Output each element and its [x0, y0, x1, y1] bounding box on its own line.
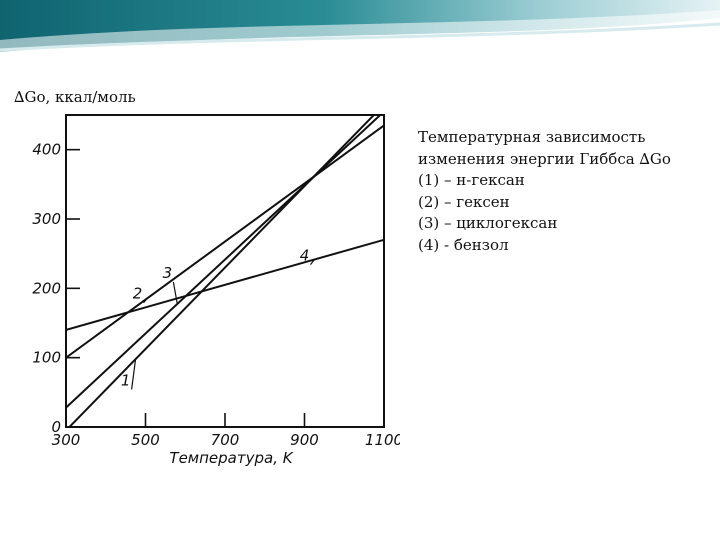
- x-tick-label: 700: [211, 431, 240, 449]
- series-leader-4: [310, 259, 315, 265]
- x-tick-label: 900: [290, 431, 319, 449]
- caption-line: (4) - бензол: [418, 235, 509, 254]
- x-axis-title: Температура, K: [169, 449, 293, 467]
- series-leader-1: [131, 359, 137, 390]
- series-label-2: 2: [133, 285, 143, 303]
- series-line-1: [68, 115, 376, 427]
- x-tick-label: 1100: [365, 431, 400, 449]
- series-label-4: 4: [300, 247, 310, 265]
- series-line-2: [66, 124, 384, 359]
- caption-line: (3) – циклогексан: [418, 214, 558, 232]
- gibbs-energy-chart: 0 100 200 300 400 300 500 700 900 1100 1 2 3 4 Темпе…: [32, 114, 400, 467]
- y-tick-label: 100: [32, 349, 61, 367]
- caption-line: (1) – н-гексан: [418, 171, 525, 189]
- series-line-3: [66, 115, 382, 409]
- chart-caption: Температурная зависимость изменения энер…: [418, 127, 671, 256]
- x-tick-label: 500: [131, 431, 160, 449]
- y-axis-title: ∆Gо, ккал/моль: [14, 88, 136, 106]
- series-label-1: 1: [121, 371, 131, 389]
- caption-line: изменения энергии Гиббса ∆Gо: [418, 149, 671, 168]
- caption-line: (2) – гексен: [418, 192, 510, 211]
- y-tick-label: 0: [51, 418, 61, 436]
- y-tick-label: 300: [32, 210, 61, 228]
- x-tick-label: 300: [52, 431, 81, 449]
- y-tick-label: 200: [32, 279, 61, 297]
- series-leader-3: [172, 281, 178, 305]
- header-banner: [0, 0, 720, 62]
- y-tick-label: 400: [32, 141, 61, 159]
- series-line-4: [66, 238, 384, 331]
- series-leader-2: [143, 297, 148, 304]
- series-label-3: 3: [163, 264, 173, 282]
- caption-line: Температурная зависимость: [418, 128, 646, 146]
